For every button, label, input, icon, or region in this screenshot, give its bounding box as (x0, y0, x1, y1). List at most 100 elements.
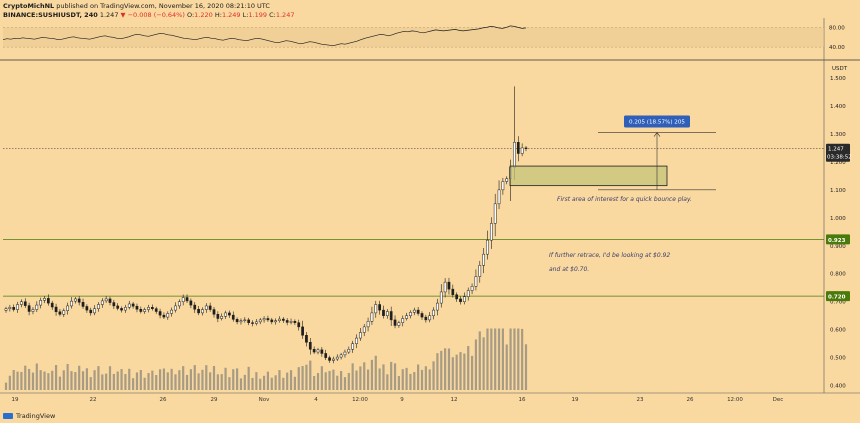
volume-bar (366, 369, 370, 390)
volume-bar (501, 328, 504, 390)
candle-body (416, 309, 420, 314)
candle-body (401, 318, 405, 323)
candle-body (409, 312, 412, 316)
candle-body (312, 349, 316, 353)
volume-bar (239, 378, 243, 390)
candle-body (47, 298, 50, 304)
support-price-label: 0.923 (828, 238, 846, 244)
candle-body (139, 309, 143, 312)
candle-body (516, 142, 520, 154)
price-tick-label: 1.000 (830, 216, 846, 222)
candle-body (374, 304, 378, 314)
volume-bar (420, 369, 424, 390)
candle-body (39, 300, 43, 306)
candle-body (216, 314, 220, 319)
volume-bar (16, 371, 19, 390)
volume-bar (70, 371, 73, 390)
author-name[interactable]: CryptoMichNL (3, 2, 55, 10)
volume-bar (209, 372, 212, 390)
candle-body (451, 288, 455, 295)
current-price-label: 1.247 (828, 147, 844, 153)
candle-body (443, 281, 447, 293)
candle-body (520, 147, 524, 154)
time-tick-label: 4 (314, 397, 318, 403)
candle-body (285, 320, 289, 323)
volume-bar (297, 367, 300, 390)
price-tick-label: 1.300 (830, 132, 846, 138)
candle-body (204, 305, 208, 310)
candle-body (120, 308, 123, 311)
candle-body (328, 357, 331, 361)
candle-body (343, 351, 347, 356)
volume-bar (170, 368, 173, 390)
volume-bar (459, 352, 462, 390)
volume-bar (212, 366, 216, 390)
time-tick-label: 19 (572, 397, 579, 403)
candle-body (58, 311, 62, 315)
symbol-label[interactable]: BINANCE:SUSHIUSDT, 240 (3, 11, 98, 19)
candle-body (359, 332, 362, 339)
volume-bar (112, 373, 115, 390)
tradingview-brand[interactable]: TradingView (3, 412, 55, 420)
high-label: H: (214, 11, 222, 19)
candle-body (77, 298, 81, 303)
candle-body (170, 309, 173, 314)
candle-body (308, 342, 312, 350)
volume-bar (497, 328, 501, 390)
candle-body (31, 309, 35, 312)
candle-body (385, 311, 389, 316)
candle-body (143, 309, 147, 312)
candle-body (166, 313, 170, 318)
volume-bar (386, 374, 389, 390)
candle-body (370, 312, 374, 322)
candle-body (262, 318, 266, 321)
volume-bar (324, 372, 327, 390)
volume-bar (116, 371, 119, 390)
volume-bar (54, 365, 58, 390)
volume-bar (355, 370, 358, 390)
volume-bar (447, 348, 451, 390)
candle-body (382, 309, 385, 316)
volume-bar (81, 371, 85, 390)
close-label: C: (269, 11, 276, 19)
candle-body (513, 142, 516, 168)
volume-bar (405, 367, 408, 390)
candle-body (185, 297, 189, 302)
close-value: 1.247 (275, 11, 295, 19)
candle-body (89, 309, 93, 314)
volume-bar (120, 369, 123, 390)
candle-body (174, 305, 177, 311)
volume-bar (436, 353, 439, 390)
candle-body (104, 298, 108, 302)
volume-bar (351, 363, 354, 390)
candle-body (70, 300, 73, 307)
candle-body (81, 302, 85, 307)
candle-body (73, 298, 77, 302)
candle-body (489, 223, 493, 241)
candle-body (112, 302, 116, 307)
candle-body (8, 307, 12, 309)
candle-body (362, 326, 366, 333)
candle-body (197, 309, 200, 314)
candle-body (497, 189, 501, 205)
volume-bar (166, 372, 169, 390)
volume-bar (343, 377, 347, 390)
volume-bar (124, 374, 127, 390)
time-tick-label: Dec (773, 397, 784, 403)
volume-bar (51, 370, 54, 390)
volume-bar (12, 369, 15, 390)
open-value: 1.220 (194, 11, 213, 19)
candle-body (208, 305, 212, 310)
candle-body (4, 308, 8, 311)
volume-bar (413, 372, 416, 390)
candle-body (193, 304, 197, 310)
low-value: 1.199 (248, 11, 268, 19)
candle-body (432, 309, 435, 316)
candle-body (212, 309, 216, 315)
candle-body (135, 305, 139, 310)
current-price-tag (826, 143, 850, 162)
volume-bar (24, 365, 27, 390)
volume-bar (336, 375, 339, 390)
candle-body (412, 309, 416, 313)
